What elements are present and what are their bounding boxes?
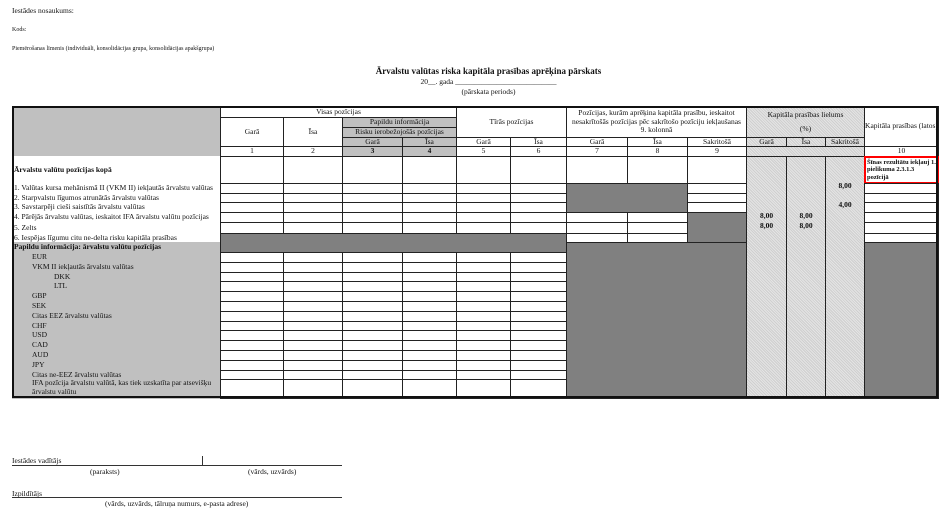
input-cell[interactable] [402,156,457,184]
shaded-block [566,242,747,399]
total-note: Šīnas rezultātu iekļauj 1. pielikuma 2.3… [864,156,939,184]
signature-caption: (paraksts) [90,467,120,476]
header-net-positions: Tīrās pozīcijas [456,106,567,138]
period-line: 20__. gada ___________________________ [420,77,557,86]
rate-title: Kapitāla prasības lielums [767,109,844,119]
name-caption: (vārds, uzvārds) [248,467,297,476]
period-caption: (pārskata periods) [461,87,516,96]
shaded-block [687,212,747,243]
extra-row-label: JPY [12,360,221,371]
page-title: Ārvalstu valūtas riska kapitāla prasības… [375,66,602,76]
extra-row-label: CHF [12,321,221,331]
input-cell[interactable] [283,156,343,184]
rate-unit: (%) [799,123,812,133]
institution-label: Iestādes nosaukums: [12,6,74,15]
header-rate: Kapitāla prasības lielums (%) [746,106,865,138]
shaded-block [220,233,567,253]
extra-row-label: USD [12,330,221,341]
extra-row-label: SEK [12,301,221,312]
extra-row-label: VKM II iekļautās ārvalstu valūtas [12,262,221,273]
input-cell[interactable] [510,379,567,399]
header-short: Īsa [283,117,343,147]
input-cell[interactable] [402,379,457,399]
input-cell[interactable] [220,156,284,184]
rate-value: 8,00 [759,210,774,220]
executor-line [12,497,342,498]
rate-column-long [746,156,787,399]
header-requirement: Kapitāla prasības (latos) [864,106,939,147]
head-signature-line [12,465,342,466]
input-cell[interactable] [342,156,403,184]
row-label: 2. Starpvalstu līgumos atrunātās ārvalst… [12,193,221,203]
shaded-block [566,183,688,213]
extra-row-label: GBP [12,291,221,302]
extra-row-label: Citas EEZ ārvalstu valūtas [12,311,221,322]
level-label: Piemērošanas līmenis (individuāli, konso… [12,46,215,52]
row-label: 3. Savstarpēji cieši saistītās ārvalstu … [12,202,221,213]
rate-value: 4,00 [838,199,852,209]
header-label-area [12,106,221,157]
extra-section-label: Papildu informācija: ārvalstu valūtu poz… [12,242,221,253]
head-label: Iestādes vadītājs [12,456,62,465]
header-calc-positions: Pozīcijas, kurām aprēķina kapitāla prasī… [566,106,747,138]
executor-caption: (vārds, uzvārds, tālruņa numurs, e-pasta… [105,499,249,508]
extra-row-label: IFA pozīcija ārvalstu valūtā, kas tiek u… [12,379,221,399]
input-cell[interactable] [220,379,284,399]
divider [202,456,203,465]
extra-row-label: EUR [12,252,221,263]
shaded-block [864,242,939,399]
row-label: 5. Zelts [12,222,221,234]
extra-row-label: Citas ne-EEZ ārvalstu valūtas [12,370,221,380]
rate-value: 8,00 [759,220,774,230]
input-cell[interactable] [627,156,688,184]
extra-row-label: CAD [12,340,221,351]
input-cell[interactable] [283,379,343,399]
input-cell[interactable] [456,379,511,399]
rate-column-short [786,156,826,399]
row-label: 6. Iespējas līgumu citu ne-delta risku k… [12,233,221,243]
input-cell[interactable] [342,379,403,399]
input-cell[interactable] [456,156,511,184]
input-cell[interactable] [687,156,747,184]
row-label: 4. Pārējās ārvalstu valūtas, ieskaitot I… [12,212,221,223]
rate-value: 8,00 [799,220,813,230]
input-cell[interactable] [566,156,628,184]
extra-row-label: LTL [12,281,221,292]
input-cell[interactable] [510,156,567,184]
executor-label: Izpildītājs [12,489,42,498]
code-label: Kods: [12,27,27,33]
rate-value: 8,00 [799,210,813,220]
header-long: Garā [220,117,284,147]
extra-row-label: DKK [12,272,221,282]
row-label: 1. Valūtas kursa mehānismā II (VKM II) i… [12,183,221,194]
row-label-total: Ārvalstu valūtu pozīcijas kopā [12,156,221,184]
extra-row-label: AUD [12,350,221,361]
rate-value: 8,00 [838,180,852,190]
